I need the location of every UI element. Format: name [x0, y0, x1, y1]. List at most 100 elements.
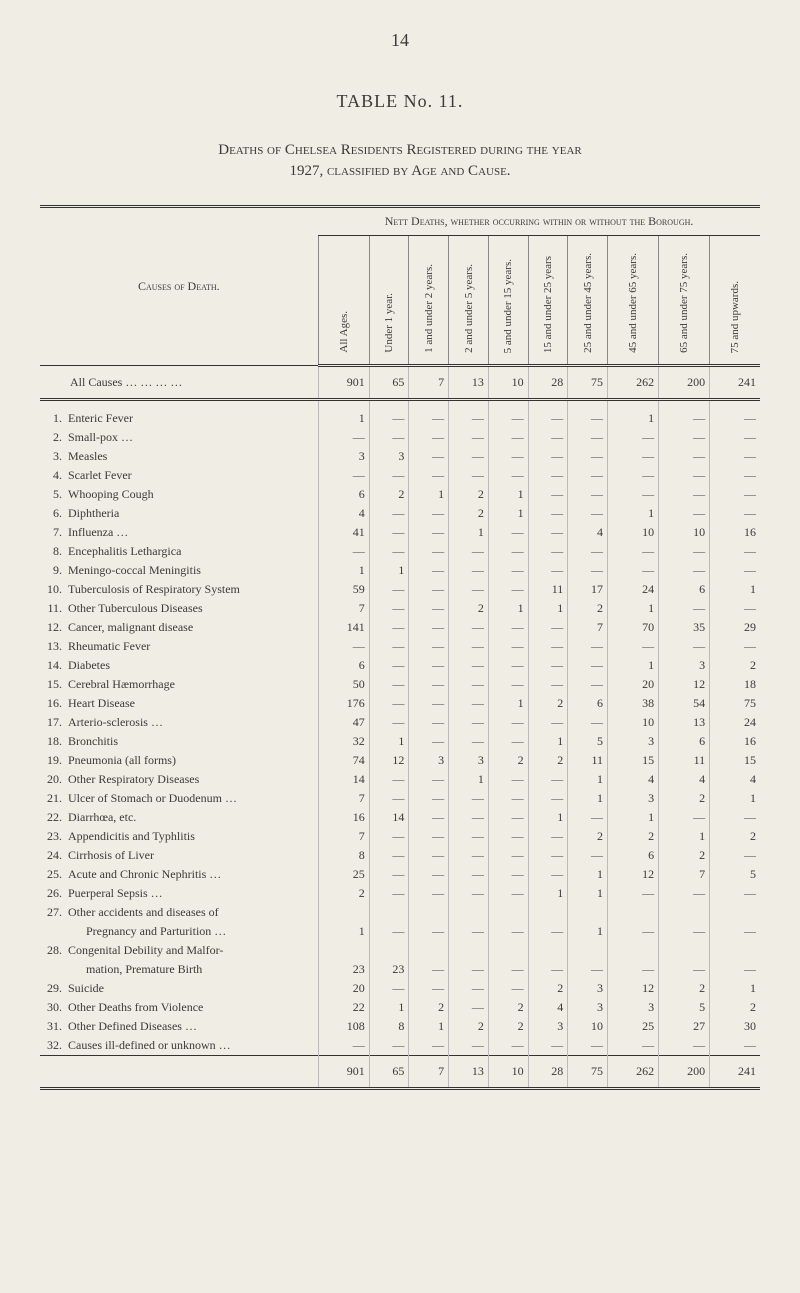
value-cell: — [608, 637, 659, 656]
value-cell: 7 [409, 366, 449, 400]
value-cell: — [409, 865, 449, 884]
table-row: 7.Influenza …41——1——4101016 [40, 523, 760, 542]
value-cell: 2 [528, 694, 568, 713]
value-cell: — [528, 922, 568, 941]
table-row: 20.Other Respiratory Diseases14——1——1444 [40, 770, 760, 789]
value-cell: 2 [488, 998, 528, 1017]
column-header: 25 and under 45 years. [568, 236, 608, 366]
value-cell: 1 [608, 808, 659, 827]
value-cell: — [568, 637, 608, 656]
value-cell: — [488, 808, 528, 827]
value-cell: — [659, 808, 710, 827]
value-cell: — [568, 675, 608, 694]
value-cell: 1 [369, 998, 409, 1017]
value-cell [608, 903, 659, 922]
value-cell: 22 [318, 998, 369, 1017]
value-cell: 3 [608, 789, 659, 808]
value-cell: — [449, 580, 489, 599]
row-number: 30. [40, 998, 66, 1017]
value-cell: — [409, 580, 449, 599]
value-cell: 1 [488, 599, 528, 618]
row-number: 8. [40, 542, 66, 561]
table-body: All Causes … … … …9016571310287526220024… [40, 366, 760, 1089]
value-cell: 2 [488, 751, 528, 770]
row-number: 22. [40, 808, 66, 827]
value-cell: — [710, 504, 760, 523]
value-cell: 24 [608, 580, 659, 599]
row-number: 18. [40, 732, 66, 751]
row-number: 20. [40, 770, 66, 789]
value-cell: — [710, 542, 760, 561]
value-cell: — [449, 400, 489, 429]
value-cell: — [318, 1036, 369, 1056]
value-cell [318, 941, 369, 960]
value-cell: — [608, 428, 659, 447]
value-cell: 13 [449, 366, 489, 400]
table-row: Pregnancy and Parturition …1—————1——— [40, 922, 760, 941]
subtitle-line-2: 1927, classified by Age and Cause. [40, 163, 760, 180]
column-header: 75 and upwards. [710, 236, 760, 366]
table-row: 27.Other accidents and diseases of [40, 903, 760, 922]
value-cell: 5 [659, 998, 710, 1017]
value-cell: — [488, 561, 528, 580]
cause-label: Acute and Chronic Nephritis … [66, 865, 318, 884]
cause-label: Other Respiratory Diseases [66, 770, 318, 789]
value-cell: 5 [710, 865, 760, 884]
value-cell: 2 [710, 656, 760, 675]
value-cell: 2 [528, 979, 568, 998]
value-cell: — [659, 960, 710, 979]
value-cell: 28 [528, 366, 568, 400]
value-cell [488, 941, 528, 960]
cause-label: Meningo-coccal Meningitis [66, 561, 318, 580]
value-cell: 141 [318, 618, 369, 637]
value-cell: 16 [710, 732, 760, 751]
row-number: 11. [40, 599, 66, 618]
value-cell: 901 [318, 366, 369, 400]
value-cell: 1 [528, 599, 568, 618]
value-cell: — [449, 865, 489, 884]
table-row: 18.Bronchitis321———153616 [40, 732, 760, 751]
cause-label: Cancer, malignant disease [66, 618, 318, 637]
cause-label: Cerebral Hæmorrhage [66, 675, 318, 694]
value-cell: 1 [449, 523, 489, 542]
value-cell: 16 [710, 523, 760, 542]
table-row: 8.Encephalitis Lethargica—————————— [40, 542, 760, 561]
value-cell: 3 [608, 732, 659, 751]
value-cell: — [568, 466, 608, 485]
value-cell: 23 [318, 960, 369, 979]
value-cell: 7 [409, 1056, 449, 1089]
value-cell: — [488, 656, 528, 675]
row-number: 27. [40, 903, 66, 922]
cause-label: Congenital Debility and Malfor- [66, 941, 318, 960]
value-cell: — [528, 400, 568, 429]
value-cell: 6 [318, 656, 369, 675]
value-cell: — [409, 542, 449, 561]
value-cell: — [409, 447, 449, 466]
value-cell [369, 903, 409, 922]
value-cell: — [710, 400, 760, 429]
value-cell: — [710, 1036, 760, 1056]
value-cell: — [449, 618, 489, 637]
value-cell: — [449, 979, 489, 998]
value-cell: — [710, 922, 760, 941]
value-cell: — [409, 808, 449, 827]
value-cell: 1 [528, 808, 568, 827]
super-header: Nett Deaths, whether occurring within or… [318, 207, 760, 236]
table-row: 29.Suicide20————231221 [40, 979, 760, 998]
value-cell: 2 [369, 485, 409, 504]
table-row: 23.Appendicitis and Typhlitis7—————2212 [40, 827, 760, 846]
table-row: 11.Other Tuberculous Diseases7——21121—— [40, 599, 760, 618]
table-row: 26.Puerperal Sepsis …2————11——— [40, 884, 760, 903]
value-cell: — [528, 428, 568, 447]
value-cell: — [568, 485, 608, 504]
value-cell: 1 [568, 865, 608, 884]
cause-label: Diarrhœa, etc. [66, 808, 318, 827]
row-number: 3. [40, 447, 66, 466]
value-cell: 41 [318, 523, 369, 542]
value-cell: 10 [659, 523, 710, 542]
cause-label: Puerperal Sepsis … [66, 884, 318, 903]
value-cell: — [528, 675, 568, 694]
value-cell: 1 [488, 485, 528, 504]
value-cell: — [568, 428, 608, 447]
value-cell: — [369, 770, 409, 789]
